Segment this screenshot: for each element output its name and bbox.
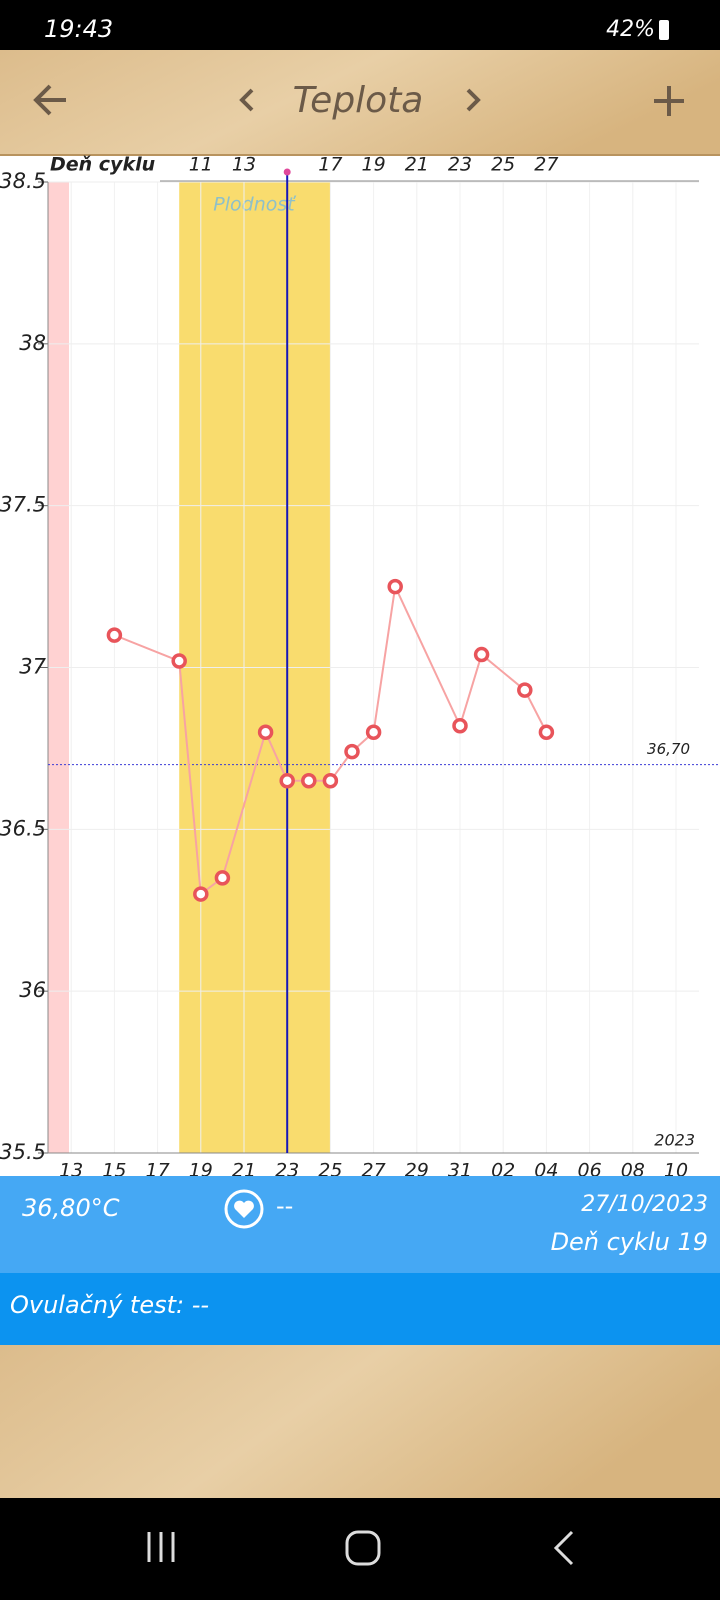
reference-label: 36,70 xyxy=(647,740,690,758)
data-point xyxy=(452,718,468,734)
next-button[interactable] xyxy=(466,88,481,112)
cycle-day: Deň cyklu 19 xyxy=(551,1228,708,1256)
series-segment xyxy=(394,586,461,727)
data-point xyxy=(301,773,317,789)
data-point xyxy=(517,682,533,698)
heart-icon xyxy=(234,1200,254,1218)
header-title: Teplota xyxy=(293,80,424,121)
data-point xyxy=(279,773,295,789)
data-point xyxy=(538,724,555,740)
cycle-day-label: 27 xyxy=(534,154,558,176)
temperature: 36,80°C xyxy=(22,1194,120,1222)
cycle-day-label: 21 xyxy=(405,154,429,176)
top-axis-label: Deň cyklu xyxy=(50,154,155,176)
back-button[interactable] xyxy=(33,84,66,116)
nav-bar xyxy=(0,1498,720,1600)
cycle-day-label: 13 xyxy=(232,154,256,176)
add-button[interactable] xyxy=(654,86,684,116)
data-point xyxy=(344,743,360,760)
data-point xyxy=(171,653,187,669)
y-tick-label: 38 xyxy=(19,331,46,355)
nav-recent[interactable] xyxy=(147,1532,175,1562)
cycle-day-label: 19 xyxy=(362,154,386,176)
ovulation-panel xyxy=(0,1273,720,1345)
series-segment xyxy=(523,689,548,733)
battery-icon xyxy=(659,20,669,40)
nav-back[interactable] xyxy=(553,1530,574,1566)
y-tick-label: 36.5 xyxy=(0,816,46,840)
y-tick-label: 37 xyxy=(19,655,46,679)
selected-day-dot xyxy=(283,168,291,176)
heart-button[interactable] xyxy=(224,1189,264,1229)
footer-wood xyxy=(0,1345,720,1498)
ovulation-test: Ovulačný test: -- xyxy=(10,1291,209,1319)
info-panel xyxy=(0,1176,720,1273)
data-point xyxy=(193,886,209,902)
data-point xyxy=(257,724,274,740)
series-segment xyxy=(372,586,397,733)
data-point xyxy=(214,870,231,886)
header xyxy=(0,50,720,156)
status-battery: 42% xyxy=(606,17,655,42)
y-tick-label: 36 xyxy=(19,978,46,1002)
heart-value: -- xyxy=(276,1192,293,1220)
status-bar xyxy=(0,0,720,50)
chart-area xyxy=(0,157,720,1176)
y-tick-label: 35.5 xyxy=(0,1140,46,1164)
data-point xyxy=(322,773,339,789)
series-segment xyxy=(114,634,180,662)
y-tick-label: 37.5 xyxy=(0,493,46,517)
cycle-day-label: 25 xyxy=(491,154,515,176)
cycle-day-label: 11 xyxy=(189,154,213,176)
fertile-label: Plodnosť xyxy=(213,194,297,216)
cycle-day-label: 23 xyxy=(448,154,472,176)
nav-home[interactable] xyxy=(345,1530,381,1566)
series-segment xyxy=(480,653,526,691)
cycle-day-label: 17 xyxy=(318,154,342,176)
series-segment xyxy=(178,660,202,895)
prev-button[interactable] xyxy=(239,88,254,112)
data-point xyxy=(365,724,382,740)
series-segment xyxy=(459,654,483,727)
data-point xyxy=(106,627,123,643)
data-point xyxy=(473,646,490,663)
status-time: 19:43 xyxy=(44,15,113,43)
y-tick-label: 38.5 xyxy=(0,169,46,193)
series-segment xyxy=(264,731,289,782)
year-label: 2023 xyxy=(654,1131,695,1150)
data-point xyxy=(387,578,403,595)
date: 27/10/2023 xyxy=(581,1192,708,1217)
series-segment xyxy=(221,731,267,879)
